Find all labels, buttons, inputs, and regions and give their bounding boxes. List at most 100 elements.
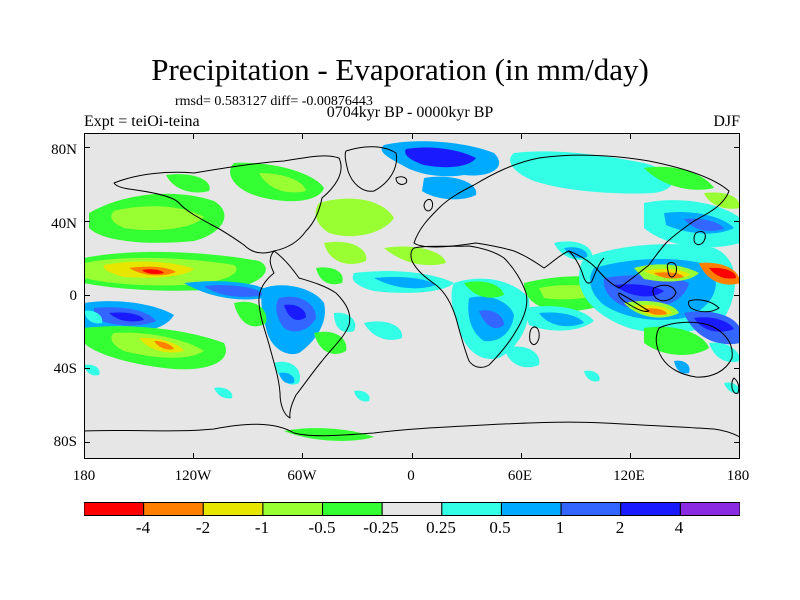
map-title: Precipitation - Evaporation (in mm/day): [151, 52, 649, 87]
pe-region: [316, 267, 343, 285]
coastline-australia: [655, 321, 733, 378]
colorbar-swatch: [262, 502, 324, 516]
pe-region: [405, 147, 476, 168]
pe-region: [234, 301, 267, 327]
pe-region: [354, 390, 370, 402]
pe-region: [479, 310, 504, 329]
pe-region: [422, 176, 477, 200]
pe-region: [279, 372, 295, 384]
pe-region: [142, 269, 164, 274]
colorbar-swatch: [381, 502, 443, 516]
coastline-north-america: [113, 155, 342, 254]
pe-region: [510, 151, 673, 194]
coastline-new-zealand: [731, 377, 740, 394]
pe-region: [84, 310, 103, 324]
period-subtitle: 0704kyr BP - 0000kyr BP: [326, 104, 494, 121]
colorbar-swatch: [620, 502, 681, 516]
colorbar-swatch: [679, 502, 740, 516]
colorbar-label-p05: 0.5: [489, 518, 511, 537]
pe-region: [314, 331, 347, 354]
coastline-eurasia: [413, 154, 730, 289]
colorbar: [84, 502, 740, 516]
colorbar-swatch: [143, 502, 204, 516]
pe-region: [284, 304, 306, 321]
coastline-india: [568, 250, 605, 284]
colorbar-swatch: [560, 502, 622, 516]
pe-region: [204, 285, 264, 297]
pe-region: [644, 308, 667, 315]
pe-region: [644, 326, 709, 355]
pe-region: [364, 321, 403, 340]
lon-label-180w: 180: [72, 468, 96, 484]
lat-label-40n: 40N: [51, 216, 77, 232]
pe-region: [384, 246, 446, 266]
coastlines: [84, 146, 740, 438]
coastline-uk: [423, 198, 433, 212]
coastline-antarctica: [84, 421, 740, 438]
pe-region: [111, 206, 204, 231]
pe-region: [84, 364, 100, 376]
pe-region: [539, 312, 584, 327]
pe-region: [284, 428, 374, 441]
pe-region: [109, 312, 144, 322]
lat-label-40s: 40S: [53, 361, 77, 377]
lat-label-80s: 80S: [53, 434, 77, 450]
pe-region: [154, 341, 174, 350]
coastline-sumatra: [618, 292, 650, 312]
lat-label-80n: 80N: [51, 142, 77, 158]
pe-region: [214, 387, 233, 399]
lat-label-0: 0: [69, 288, 78, 304]
map-panel: [84, 133, 740, 459]
coastline-madagascar: [529, 326, 540, 346]
colorbar-swatch: [441, 502, 502, 516]
coastline-africa: [410, 245, 528, 368]
colorbar-label-m4: -4: [135, 518, 151, 537]
pe-region: [374, 276, 436, 289]
colorbar-label-m1: -1: [254, 518, 270, 537]
stats-text: rmsd= 0.583127 diff= -0.00876443: [175, 94, 373, 109]
pe-region: [684, 218, 724, 231]
lon-label-120w: 120W: [174, 468, 212, 484]
colorbar-label-m05: -0.5: [308, 518, 336, 537]
colorbar-label-p2: 2: [615, 518, 625, 537]
pe-region: [259, 173, 306, 193]
coastline-new-guinea: [687, 299, 720, 313]
pe-region: [166, 174, 210, 193]
pe-region: [464, 281, 504, 298]
pe-region: [709, 267, 736, 279]
lon-label-120e: 120E: [613, 468, 645, 484]
coastline-greenland: [344, 146, 398, 192]
coastline-philippines: [666, 262, 677, 278]
pe-region: [324, 241, 367, 264]
colorbar-swatch: [322, 502, 383, 516]
pe-region: [614, 284, 664, 297]
lon-label-180e: 180: [726, 468, 750, 484]
coastline-borneo: [652, 284, 677, 302]
pe-region: [704, 192, 740, 209]
pe-region: [694, 317, 734, 332]
colorbar-swatch: [84, 502, 145, 516]
pe-region: [315, 198, 394, 237]
coastline-japan: [693, 230, 706, 246]
coastline-south-america: [258, 250, 351, 419]
colorbar-swatch: [500, 502, 562, 516]
pe-field: [84, 141, 740, 441]
lon-label-60w: 60W: [287, 468, 317, 484]
coastline-iceland: [395, 176, 408, 185]
colorbar-label-p4: 4: [674, 518, 684, 537]
map-ticks: [84, 133, 740, 459]
pe-region: [584, 370, 600, 382]
season-label: DJF: [713, 113, 740, 130]
colorbar-label-p025: 0.25: [426, 518, 456, 537]
lon-label-60e: 60E: [507, 468, 533, 484]
lon-label-0: 0: [407, 468, 415, 484]
experiment-label: Expt = teiOi-teina: [84, 113, 200, 130]
pe-region: [674, 360, 690, 374]
colorbar-swatch: [202, 502, 264, 516]
pe-region: [504, 346, 540, 368]
colorbar-label-p1: 1: [555, 518, 565, 537]
pe-region: [644, 166, 714, 190]
pe-region: [564, 247, 588, 259]
colorbar-label-m2: -2: [195, 518, 211, 537]
